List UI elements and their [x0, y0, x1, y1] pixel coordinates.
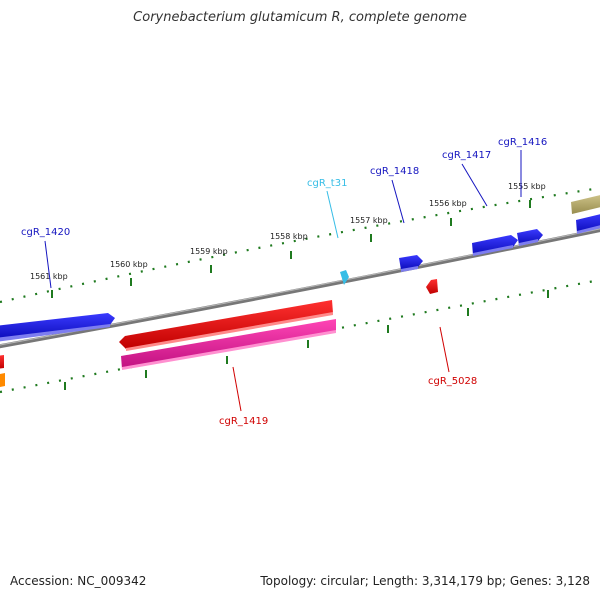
gene-arrow	[0, 313, 115, 340]
leader-line-cgR_1419	[232, 366, 242, 412]
leader-line-cgR_t31	[326, 190, 339, 239]
feature-left-edge-orange[interactable]	[0, 373, 5, 388]
gene-label-cgR_1419[interactable]: cgR_1419	[219, 416, 268, 427]
gene-arrow	[426, 279, 438, 294]
scale-label-1558: 1558 kbp	[270, 232, 308, 241]
scale-label-1557: 1557 kbp	[350, 216, 388, 225]
scale-label-1556: 1556 kbp	[429, 199, 467, 208]
feature-right-edge-olive[interactable]	[571, 194, 600, 214]
genome-info-text: Topology: circular; Length: 3,314,179 bp…	[260, 574, 590, 588]
gene-cgR_1419[interactable]	[119, 300, 333, 351]
leader-line-cgR_1420	[44, 240, 52, 289]
gene-cgR_1417[interactable]	[472, 235, 518, 256]
leader-line-cgR_1418	[391, 179, 405, 224]
gene-label-cgR_1420[interactable]: cgR_1420	[21, 227, 70, 238]
feature-block	[571, 195, 600, 214]
scale-label-1555: 1555 kbp	[508, 182, 546, 191]
gene-label-cgR_1416[interactable]: cgR_1416	[498, 137, 547, 148]
gene-label-cgR_1417[interactable]: cgR_1417	[442, 150, 491, 161]
inner-major-ticks	[64, 290, 549, 390]
feature-block	[121, 319, 336, 369]
page-title: Corynebacterium glutamicum R, complete g…	[133, 10, 467, 25]
gene-label-cgR_t31[interactable]: cgR_t31	[307, 178, 347, 189]
genome-backbone	[0, 228, 600, 349]
gene-right-edge-blue[interactable]	[576, 213, 600, 234]
gene-cgR_5028[interactable]	[426, 279, 438, 294]
scale-label-1559: 1559 kbp	[190, 247, 228, 256]
gene-arrow	[472, 235, 518, 255]
gene-arrow	[119, 300, 333, 349]
trna-arrow	[340, 270, 349, 285]
gene-label-cgR_5028[interactable]: cgR_5028	[428, 376, 477, 387]
leader-line-cgR_1417	[461, 163, 488, 207]
feature-pink-cgR_1419[interactable]	[121, 319, 336, 370]
leader-line-cgR_5028	[439, 326, 450, 373]
inner-scale-dotted-line	[0, 278, 600, 394]
gene-cgR_1418[interactable]	[399, 255, 423, 272]
gene-label-cgR_1418[interactable]: cgR_1418	[370, 166, 419, 177]
scale-label-1560: 1560 kbp	[110, 260, 148, 269]
gene-left-edge-red[interactable]	[0, 355, 4, 369]
gene-cgR_1416[interactable]	[517, 229, 543, 246]
accession-text: Accession: NC_009342	[10, 574, 147, 588]
gene-cgR_1420[interactable]	[0, 313, 115, 342]
outer-major-ticks	[51, 200, 531, 298]
feature-block	[0, 373, 5, 387]
trna-cgR_t31[interactable]	[340, 270, 349, 285]
outer-scale-dotted-line	[0, 186, 600, 304]
gene-arrow	[0, 355, 4, 369]
scale-label-1561: 1561 kbp	[30, 272, 68, 281]
